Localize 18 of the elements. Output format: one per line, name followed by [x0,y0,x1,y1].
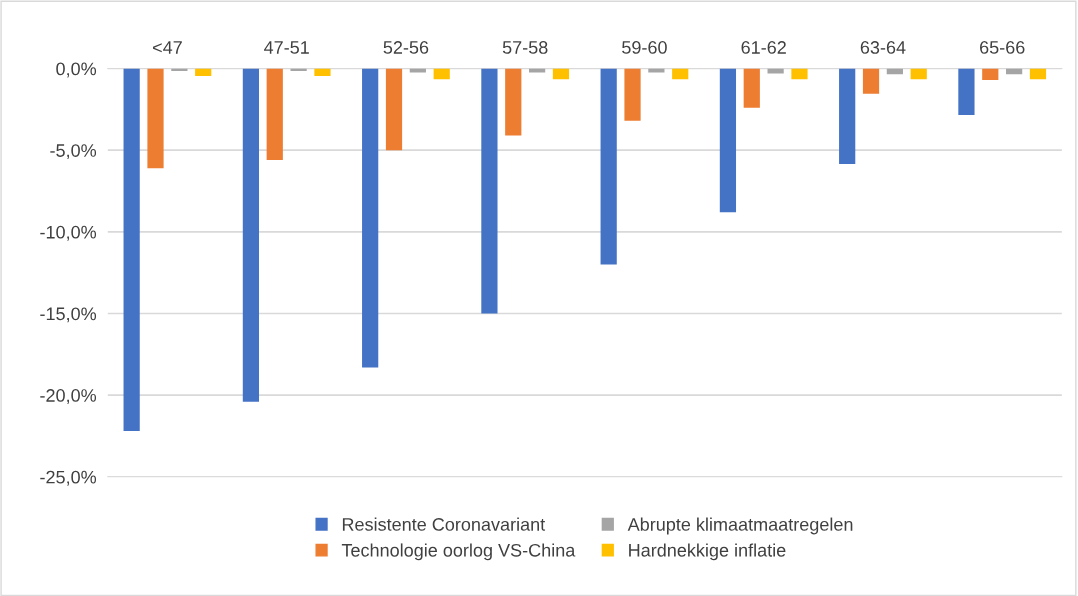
x-tick-label: 52-56 [383,41,429,54]
x-tick-label: 65-66 [980,41,1025,54]
legend-label: Hardnekkige inflatie [629,543,786,561]
legend-label: Abrupte klimaatmaatregelen [627,517,853,535]
y-tick-label: -5,0% [50,144,97,160]
y-tick-label: -10,0% [40,225,97,241]
legend-label: Technologie oorlog VS-China [341,543,576,561]
x-tick-label: <47 [153,41,182,54]
y-tick-label: -25,0% [40,470,97,486]
y-tick-label: -15,0% [40,307,97,323]
x-tick-label: 63-64 [860,41,906,54]
legend-label: Resistente Coronavariant [342,517,546,531]
x-tick-label: 59-60 [622,41,667,54]
x-tick-label: 57-58 [502,41,548,54]
x-tick-label: 47-51 [264,41,309,54]
y-tick-label: -20,0% [40,389,97,404]
y-tick-label: 0,0% [56,62,97,78]
x-tick-label: 61-62 [741,41,786,54]
